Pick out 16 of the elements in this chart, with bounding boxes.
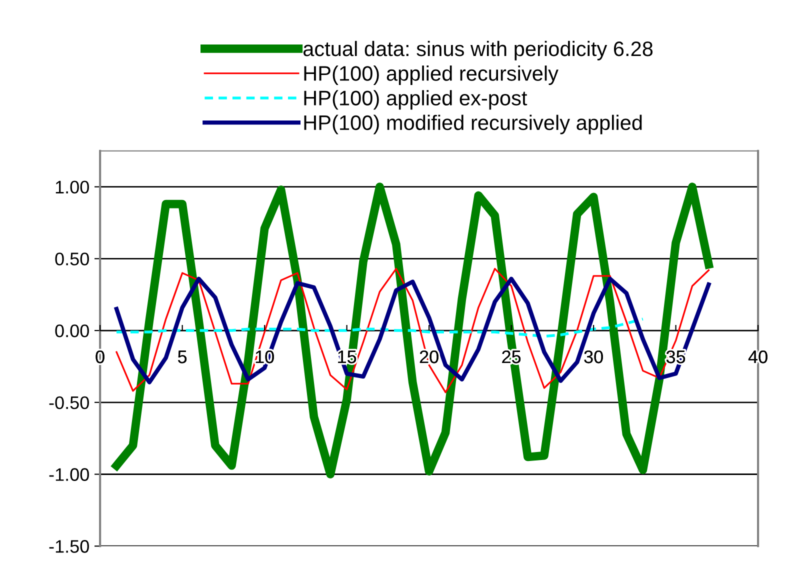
y-tick-label: -1.50 (49, 540, 89, 553)
y-tick-label: 1.00 (56, 180, 89, 194)
legend-label: HP(100) applied ex-post (304, 90, 528, 110)
y-tick-label: -1.00 (49, 468, 89, 481)
y-tick-label: 0.00 (55, 324, 89, 338)
x-tick-label: 40 (748, 350, 768, 364)
x-tick-label: 30 (584, 350, 603, 364)
y-tick-label: -0.50 (49, 396, 89, 410)
legend-label: actual data: sinus with periodicity 6.28 (303, 40, 653, 60)
x-tick-label: 15 (338, 350, 356, 364)
x-tick-label: 0 (96, 350, 104, 364)
y-tick-label: 0.50 (55, 252, 89, 266)
legend-label: HP(100) applied recursively (304, 66, 558, 85)
line-series (115, 318, 644, 338)
legend-label: HP(100) modified recursively applied (304, 114, 642, 134)
x-tick-label: 5 (178, 350, 187, 364)
